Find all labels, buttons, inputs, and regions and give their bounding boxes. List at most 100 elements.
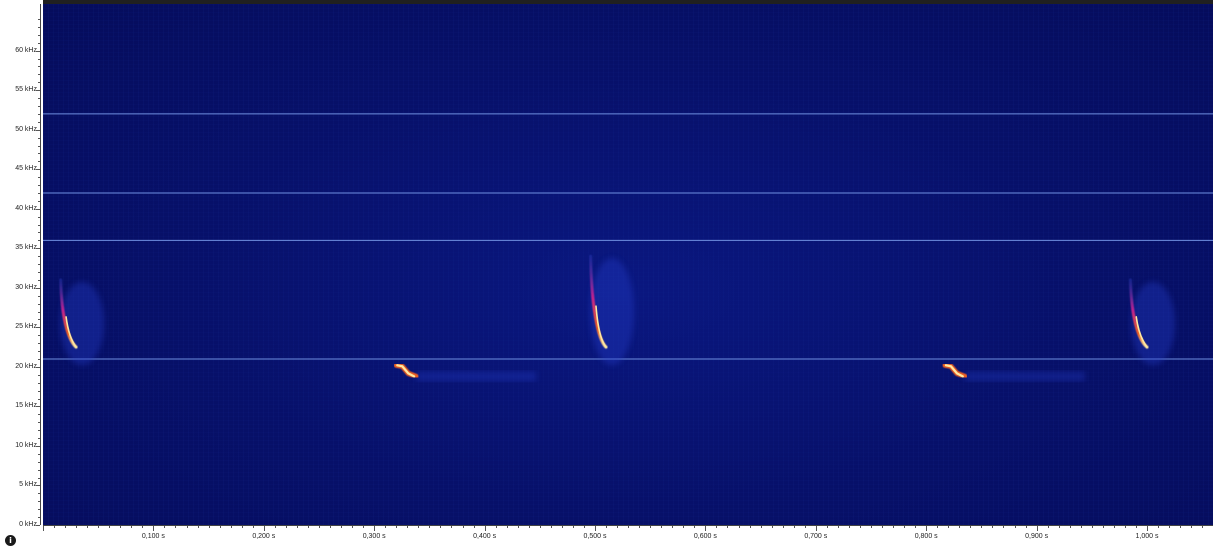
spectrogram-plot[interactable] — [43, 4, 1213, 525]
x-tick — [981, 526, 983, 528]
y-tick-label: 35 kHz — [15, 244, 37, 252]
x-tick — [374, 526, 376, 531]
x-tick — [274, 526, 276, 528]
y-tick — [38, 98, 40, 100]
x-tick — [285, 526, 287, 528]
qcf-core — [944, 364, 964, 378]
x-tick — [1180, 526, 1182, 528]
y-tick — [38, 121, 40, 123]
y-tick — [38, 477, 40, 479]
x-tick — [782, 526, 784, 528]
y-tick — [38, 192, 40, 194]
x-tick — [561, 526, 563, 528]
fm-sweep-core — [1135, 316, 1148, 348]
x-tick — [517, 526, 519, 528]
y-tick-label: 40 kHz — [15, 204, 37, 212]
y-tick — [38, 272, 40, 273]
x-tick — [1025, 526, 1027, 528]
x-tick — [826, 526, 828, 528]
y-tick — [38, 105, 40, 107]
x-tick-label: 0,200 s — [252, 533, 276, 540]
x-tick — [804, 526, 806, 528]
x-axis-line — [43, 525, 1213, 526]
x-tick — [882, 526, 884, 528]
y-axis-line — [40, 4, 41, 525]
fm-sweep-core — [65, 316, 77, 348]
x-tick — [462, 526, 464, 528]
x-tick — [506, 526, 508, 528]
spectrogram-noise-texture — [43, 4, 1213, 525]
x-tick — [1003, 526, 1005, 528]
x-tick — [484, 526, 486, 531]
x-tick — [142, 526, 144, 528]
x-tick — [131, 526, 133, 528]
y-tick — [38, 161, 40, 163]
y-tick — [38, 319, 40, 321]
x-tick — [54, 526, 56, 528]
y-tick — [38, 422, 40, 424]
x-tick — [948, 526, 950, 528]
y-tick — [36, 90, 40, 92]
y-tick — [36, 406, 40, 408]
time-axis: 0,100 s 0,200 s 0,300 s 0,400 s 0,500 s 0,600… — [43, 525, 1213, 551]
x-tick — [1191, 526, 1193, 528]
x-tick-label: 1,000 s — [1135, 533, 1159, 540]
y-tick — [38, 303, 40, 305]
y-tick — [38, 461, 40, 463]
x-tick-label: 0,500 s — [583, 533, 607, 540]
x-tick — [65, 526, 67, 528]
y-tick — [38, 469, 40, 471]
y-tick — [38, 295, 40, 297]
y-tick — [36, 208, 40, 210]
call-halo — [60, 281, 105, 366]
y-tick — [38, 224, 40, 226]
x-tick — [528, 526, 530, 528]
x-tick — [1014, 526, 1016, 528]
y-tick — [38, 66, 40, 68]
x-tick — [738, 526, 740, 528]
x-tick — [153, 526, 155, 531]
top-border — [43, 0, 1213, 4]
y-tick — [38, 185, 40, 187]
y-tick — [38, 82, 40, 84]
x-tick — [904, 526, 906, 528]
bat-calls — [59, 254, 1175, 382]
x-tick — [1202, 526, 1204, 528]
call-5 — [1128, 278, 1175, 366]
x-tick — [727, 526, 729, 528]
call-halo — [1131, 281, 1175, 366]
y-tick — [38, 26, 40, 28]
x-tick — [683, 526, 685, 528]
x-tick — [837, 526, 839, 528]
x-tick — [893, 526, 895, 528]
x-tick — [815, 526, 817, 531]
y-tick — [38, 113, 40, 115]
x-tick — [1047, 526, 1049, 528]
y-tick — [38, 256, 40, 258]
call-3 — [589, 254, 635, 366]
x-tick — [495, 526, 497, 528]
x-tick — [76, 526, 78, 528]
x-tick — [650, 526, 652, 528]
x-tick — [230, 526, 232, 528]
x-tick — [219, 526, 221, 528]
x-tick — [970, 526, 972, 528]
guide-lines — [43, 113, 1213, 360]
y-tick-label: 50 kHz — [15, 125, 37, 133]
x-tick — [385, 526, 387, 528]
y-tick — [38, 398, 40, 400]
x-tick — [451, 526, 453, 528]
x-tick — [606, 526, 608, 528]
y-tick — [38, 177, 40, 179]
x-tick — [926, 526, 928, 531]
x-tick — [418, 526, 420, 528]
info-icon[interactable]: i — [5, 535, 16, 546]
x-tick — [1091, 526, 1093, 528]
frequency-axis: 0 kHz 5 kHz 10 kHz 15 kHz 20 kHz 25 kHz 30 kHz… — [0, 0, 43, 551]
x-tick — [1135, 526, 1137, 528]
x-tick — [1069, 526, 1071, 528]
y-tick — [38, 358, 40, 360]
y-tick — [38, 145, 40, 147]
x-tick — [572, 526, 574, 528]
y-tick — [38, 279, 40, 281]
